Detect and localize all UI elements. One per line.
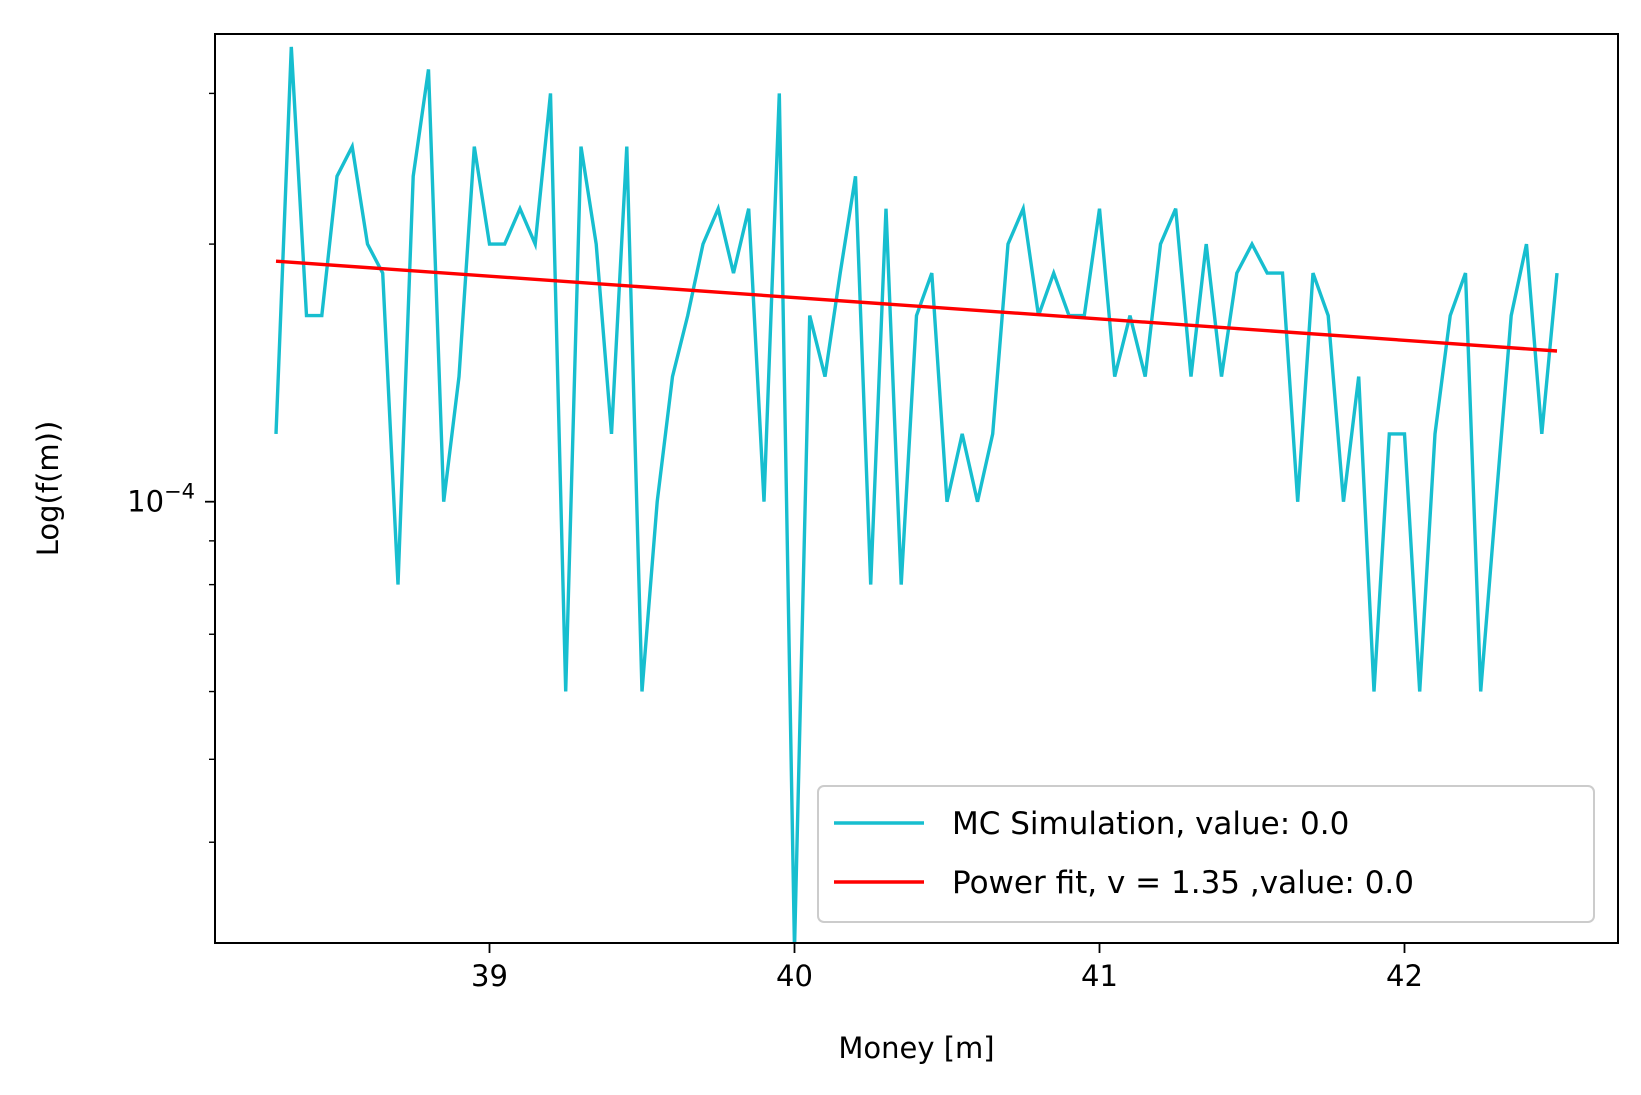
x-tick-label: 41 <box>1081 959 1118 993</box>
series-line-1 <box>275 259 1558 353</box>
y-tick-label: 10−4 <box>127 480 195 519</box>
x-tick-label: 40 <box>776 959 813 993</box>
axes <box>214 33 1619 944</box>
plot-content <box>274 46 1559 943</box>
ticks: 39 40 41 42 10−4 <box>127 92 1423 993</box>
y-axis-label: Log(f(m)) <box>31 421 65 557</box>
plot-frame <box>214 33 1619 944</box>
legend: MC Simulation, value: 0.0 Power fit, v = … <box>817 785 1595 923</box>
x-axis-label: Money [m] <box>838 1031 994 1065</box>
legend-entry-1: Power fit, v = 1.35 ,value: 0.0 <box>952 865 1414 901</box>
x-tick-label: 39 <box>471 959 508 993</box>
x-tick-label: 42 <box>1386 959 1423 993</box>
legend-entry-0: MC Simulation, value: 0.0 <box>952 806 1349 842</box>
legend-box <box>817 785 1595 923</box>
series-line-0 <box>274 46 1559 943</box>
